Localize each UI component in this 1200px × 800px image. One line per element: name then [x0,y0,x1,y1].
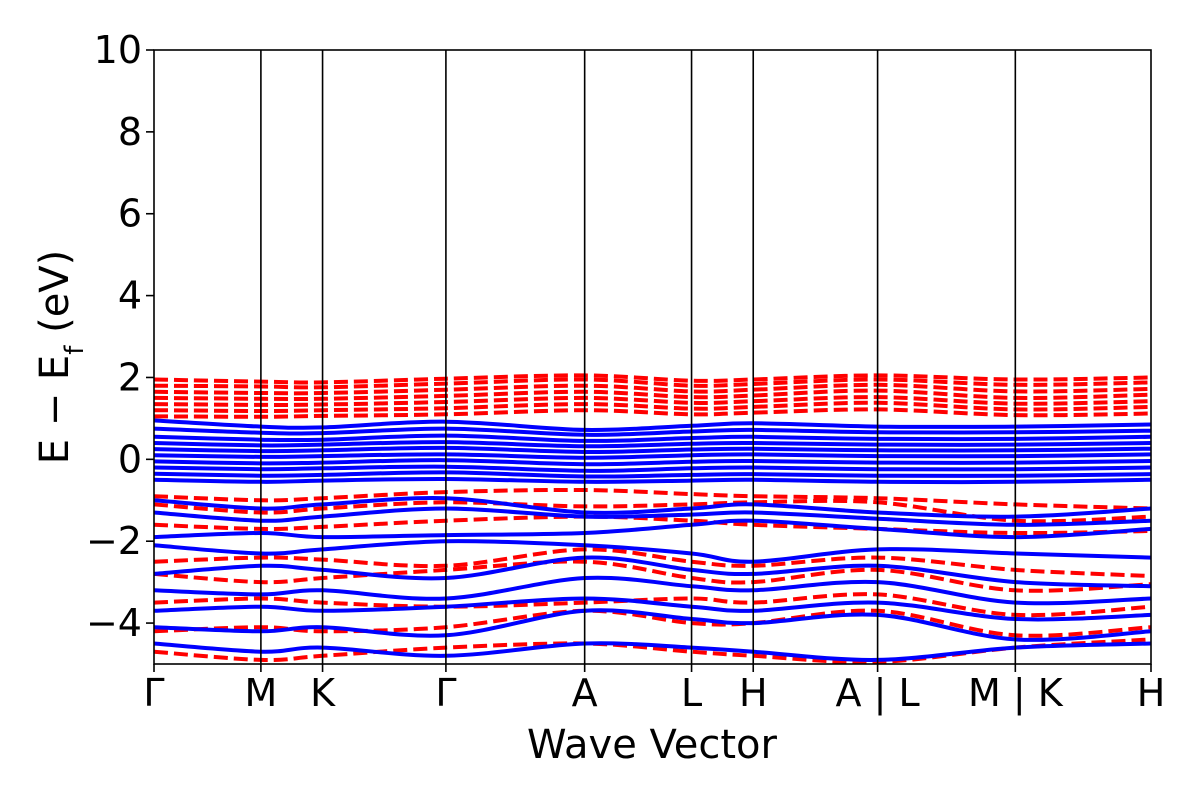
y-axis-title-sub: f [60,345,90,355]
solid-band-5 [154,452,1151,460]
solid-band-8 [154,470,1151,479]
x-tick-label: H [1137,671,1166,715]
solid-band-2 [154,433,1151,443]
y-axis: 10 8 6 4 2 0 −2 −4 [86,28,154,645]
x-tick-label: M [244,671,277,715]
y-tick-label: −2 [86,519,142,563]
dashed-band-4 [154,395,1151,407]
y-tick-label: 4 [118,274,142,318]
y-axis-title-main: E − E [32,355,78,465]
solid-band-17 [154,608,1151,642]
y-tick-label: 8 [118,110,142,154]
y-tick-label: 10 [94,28,142,72]
solid-band-15 [154,575,1151,606]
dashed-band-10 [154,547,1151,578]
solid-band-7 [154,464,1151,473]
solid-band-14 [154,555,1151,589]
dashed-band-5 [154,400,1151,414]
solid-band-1 [154,426,1151,437]
x-tick-label: A | L [836,671,920,716]
solid-band-13 [154,539,1151,564]
x-tick-label: Γ [435,671,456,715]
y-axis-title: E − Ef (eV) [32,250,90,465]
x-tick-label: Γ [143,671,164,715]
dashed-band-0 [154,373,1151,385]
dashed-band-13 [154,608,1151,638]
solid-band-18 [154,641,1151,662]
dashed-band-12 [154,592,1151,618]
y-tick-label: −4 [86,601,142,645]
dashed-band-7 [154,487,1151,511]
dashed-band-2 [154,382,1151,396]
y-axis-title-tail: (eV) [32,250,78,346]
solid-band-9 [154,476,1151,485]
solid-band-6 [154,458,1151,467]
y-tick-label: 0 [118,437,142,481]
x-tick-label: L [681,671,702,715]
solid-band-12 [154,518,1151,540]
y-tick-label: 2 [118,355,142,399]
solid-band-10 [154,496,1151,519]
bands-layer [154,373,1151,664]
solid-band-0 [154,418,1151,432]
solid-band-11 [154,506,1151,527]
solid-band-4 [154,445,1151,455]
dashed-band-11 [154,559,1151,593]
x-axis-title: Wave Vector [527,722,778,768]
x-tick-label: A [572,671,598,715]
dashed-band-3 [154,388,1151,402]
dashed-band-1 [154,377,1151,390]
x-tick-label: K [310,671,336,715]
y-tick-label: 6 [118,192,142,236]
x-tick-label: M | K [968,671,1064,716]
x-tick-label: H [739,671,768,715]
plot-frame [153,49,1152,665]
solid-band-16 [154,596,1151,622]
solid-band-3 [154,440,1151,449]
dashed-band-6 [154,407,1151,419]
kpoint-divider-lines [260,50,1017,664]
dashed-band-9 [154,514,1151,536]
dashed-band-14 [154,637,1151,664]
